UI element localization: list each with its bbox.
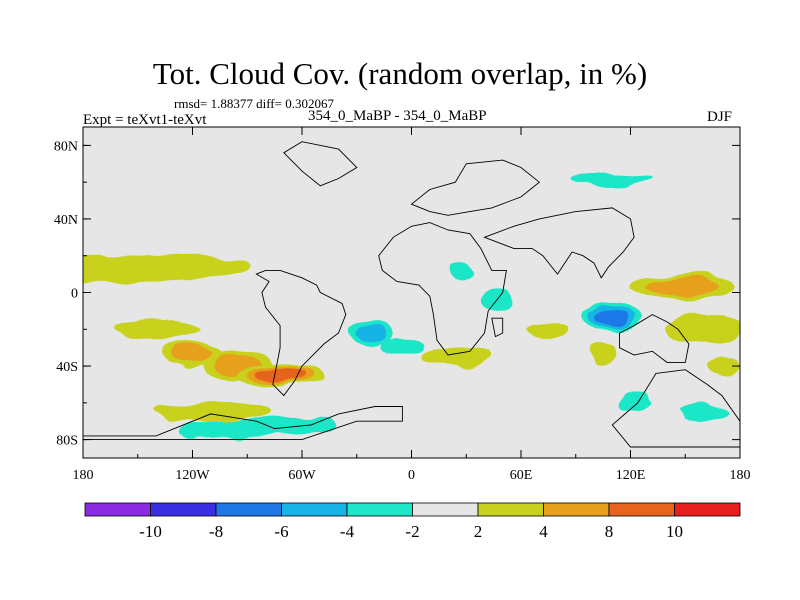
anomaly-region — [528, 322, 569, 337]
x-tick-label: 180 — [730, 468, 751, 483]
anomaly-region — [677, 404, 730, 421]
colorbar-swatch — [674, 502, 741, 517]
anomaly-region — [705, 358, 738, 375]
colorbar-label: 4 — [539, 522, 548, 541]
colorbar-label: 2 — [474, 522, 483, 541]
coastline — [255, 269, 347, 397]
y-tick-label: 0 — [71, 287, 78, 302]
coastline — [491, 317, 504, 338]
colorbar-label: -2 — [405, 522, 419, 541]
colorbar-swatch — [543, 502, 610, 517]
colorbar-label: -6 — [274, 522, 288, 541]
experiment-label: Expt = teXvt1-teXvt — [83, 112, 207, 128]
anomaly-region — [137, 254, 248, 279]
coastline — [619, 314, 690, 363]
x-tick-label: 120W — [175, 468, 210, 483]
coastline — [611, 369, 740, 448]
stats-label: rmsd= 1.88377 diff= 0.302067 — [174, 96, 334, 111]
anomaly-region — [580, 302, 641, 331]
colorbar-swatch — [281, 502, 348, 517]
x-tick-label: 120E — [616, 468, 646, 483]
season-label: DJF — [707, 109, 733, 125]
coastline — [283, 141, 358, 187]
y-tick-label: 80N — [54, 139, 78, 154]
anomaly-region — [162, 342, 223, 365]
colorbar-swatch — [150, 502, 217, 517]
x-tick-label: 0 — [408, 468, 415, 483]
anomaly-region — [150, 403, 271, 422]
y-tick-label: 40N — [54, 213, 78, 228]
anomaly-region — [114, 319, 198, 340]
x-tick-label: 180 — [73, 468, 94, 483]
colorbar-label: -4 — [340, 522, 355, 541]
colorbar-swatch — [412, 502, 479, 517]
coastline — [483, 207, 635, 279]
anomaly-region — [663, 313, 740, 346]
anomaly-region — [450, 262, 475, 279]
anomaly-region — [378, 338, 427, 357]
coastline — [83, 406, 403, 441]
colorbar-label: -8 — [209, 522, 223, 541]
runs-label: 354_0_MaBP - 354_0_MaBP — [308, 108, 487, 124]
anomaly-region — [246, 415, 339, 434]
y-tick-label: 80S — [56, 434, 78, 449]
colorbar-swatch — [215, 502, 282, 517]
anomaly-region — [572, 172, 653, 185]
colorbar-swatch — [477, 502, 544, 517]
anomaly-region — [589, 343, 618, 364]
coastline — [378, 222, 507, 356]
colorbar-label: 8 — [605, 522, 614, 541]
x-tick-label: 60E — [510, 468, 533, 483]
x-tick-label: 60W — [288, 468, 316, 483]
colorbar-label: 10 — [666, 522, 683, 541]
anomaly-region — [629, 273, 734, 300]
anomaly-region — [349, 319, 394, 346]
coastline — [410, 159, 541, 216]
y-tick-label: 40S — [56, 360, 78, 375]
colorbar-swatch — [608, 502, 675, 517]
colorbar-swatch — [346, 502, 413, 517]
anomaly-region — [236, 363, 325, 388]
colorbar-label: -10 — [139, 522, 162, 541]
anomaly-region — [423, 347, 492, 366]
chart-title: Tot. Cloud Cov. (random overlap, in %) — [152, 56, 648, 91]
colorbar-swatch — [84, 502, 151, 517]
